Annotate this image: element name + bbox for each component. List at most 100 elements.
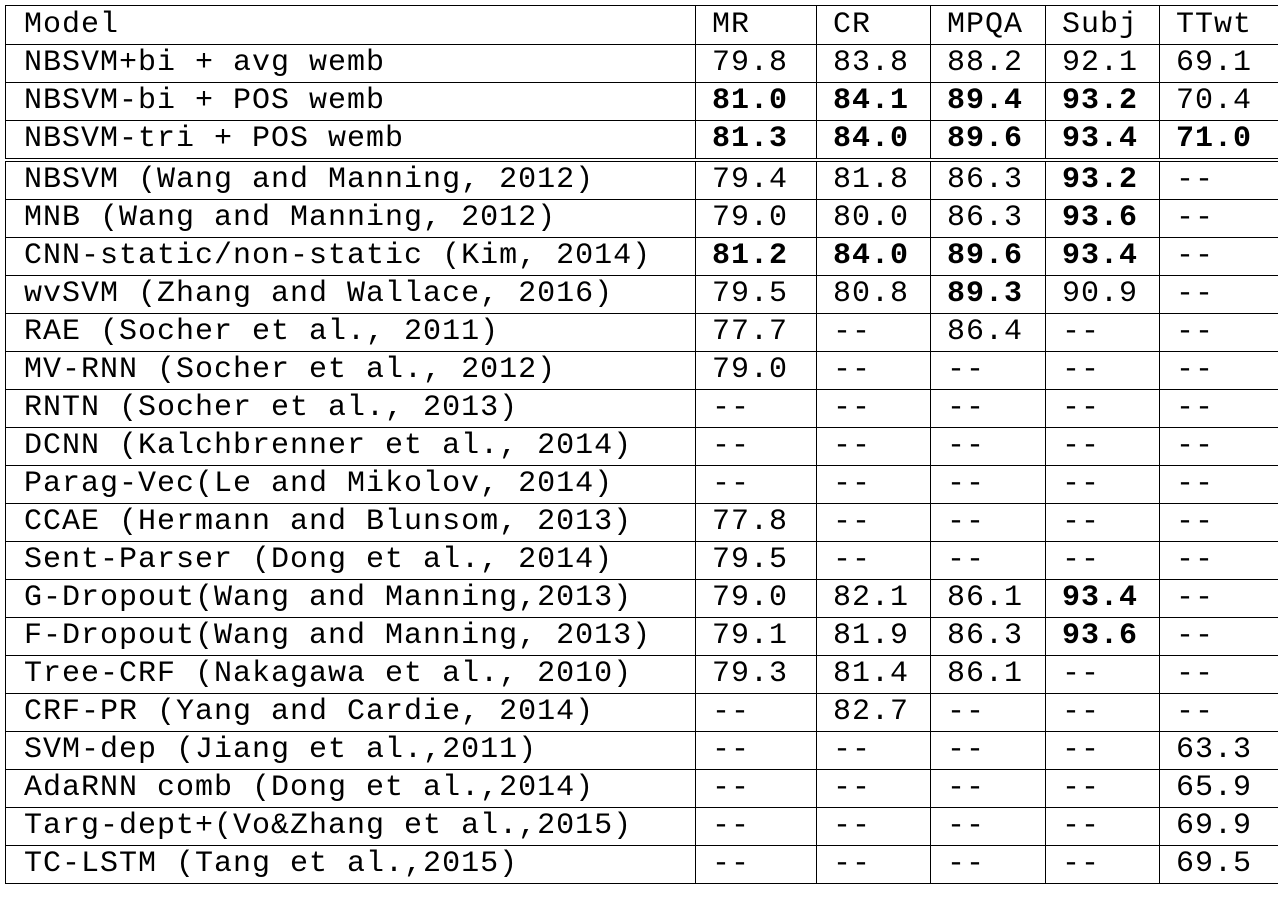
cell-mr: --: [695, 389, 817, 428]
cell-ttwt: 65.9: [1159, 769, 1278, 808]
cell-subj: --: [1045, 313, 1160, 352]
cell-subj: --: [1045, 351, 1160, 390]
cell-model: DCNN (Kalchbrenner et al., 2014): [5, 427, 696, 466]
cell-mr: --: [695, 465, 817, 504]
cell-subj: 93.6: [1045, 617, 1160, 656]
cell-subj: 90.9: [1045, 275, 1160, 314]
table-row: G-Dropout(Wang and Manning,2013) 79.0 82.1…: [5, 579, 1278, 618]
cell-cr: --: [816, 465, 931, 504]
cell-cr: --: [816, 541, 931, 580]
cell-cr: --: [816, 389, 931, 428]
cell-cr: --: [816, 313, 931, 352]
cell-subj: --: [1045, 807, 1160, 846]
cell-ttwt: --: [1159, 503, 1278, 542]
cell-model: TC-LSTM (Tang et al.,2015): [5, 845, 696, 884]
cell-mpqa: --: [930, 541, 1046, 580]
cell-mpqa: 89.4: [930, 82, 1046, 121]
cell-model: F-Dropout(Wang and Manning, 2013): [5, 617, 696, 656]
cell-cr: 84.1: [816, 82, 931, 121]
cell-model: NBSVM-bi + POS wemb: [5, 82, 696, 121]
header-mpqa: MPQA: [930, 5, 1046, 45]
header-ttwt: TTwt: [1159, 5, 1278, 45]
header-row: Model MR CR MPQA Subj TTwt: [5, 5, 1278, 45]
table-row: RAE (Socher et al., 2011) 77.7 -- 86.4 -- --: [5, 313, 1278, 352]
cell-model: Parag-Vec(Le and Mikolov, 2014): [5, 465, 696, 504]
cell-mr: --: [695, 845, 817, 884]
cell-cr: 84.0: [816, 237, 931, 276]
cell-cr: 80.0: [816, 199, 931, 238]
cell-mpqa: 89.6: [930, 237, 1046, 276]
cell-mpqa: 86.1: [930, 579, 1046, 618]
header-cr: CR: [816, 5, 931, 45]
cell-ttwt: 71.0: [1159, 120, 1278, 161]
cell-ttwt: 69.1: [1159, 44, 1278, 83]
cell-ttwt: --: [1159, 275, 1278, 314]
cell-ttwt: --: [1159, 158, 1278, 200]
cell-model: MV-RNN (Socher et al., 2012): [5, 351, 696, 390]
header-mr: MR: [695, 5, 817, 45]
table-row: NBSVM (Wang and Manning, 2012) 79.4 81.8 86…: [5, 158, 1278, 200]
cell-cr: 82.1: [816, 579, 931, 618]
table-row: AdaRNN comb (Dong et al.,2014) -- -- -- -- 65…: [5, 769, 1278, 808]
cell-model: CRF-PR (Yang and Cardie, 2014): [5, 693, 696, 732]
cell-mpqa: 86.4: [930, 313, 1046, 352]
table-row: RNTN (Socher et al., 2013) -- -- -- -- --: [5, 389, 1278, 428]
cell-mpqa: 86.1: [930, 655, 1046, 694]
cell-model: NBSVM+bi + avg wemb: [5, 44, 696, 83]
cell-mpqa: 89.3: [930, 275, 1046, 314]
cell-mpqa: --: [930, 351, 1046, 390]
cell-mr: --: [695, 427, 817, 466]
table-row: NBSVM-tri + POS wemb 81.3 84.0 89.6 93.4 71.0: [5, 120, 1278, 161]
cell-mr: 81.3: [695, 120, 817, 161]
table-row: CNN-static/non-static (Kim, 2014) 81.2 84.…: [5, 237, 1278, 276]
cell-ttwt: 63.3: [1159, 731, 1278, 770]
cell-ttwt: --: [1159, 313, 1278, 352]
cell-subj: --: [1045, 541, 1160, 580]
table-body: NBSVM+bi + avg wemb 79.8 83.8 88.2 92.1 69.1 N…: [5, 44, 1278, 884]
cell-cr: 80.8: [816, 275, 931, 314]
cell-model: AdaRNN comb (Dong et al.,2014): [5, 769, 696, 808]
cell-cr: --: [816, 427, 931, 466]
cell-model: CNN-static/non-static (Kim, 2014): [5, 237, 696, 276]
cell-mr: 79.0: [695, 199, 817, 238]
cell-mpqa: 88.2: [930, 44, 1046, 83]
cell-mpqa: --: [930, 427, 1046, 466]
cell-mpqa: 86.3: [930, 617, 1046, 656]
table-row: Tree-CRF (Nakagawa et al., 2010) 79.3 81.4…: [5, 655, 1278, 694]
cell-mpqa: --: [930, 693, 1046, 732]
header-model: Model: [5, 5, 696, 45]
cell-mpqa: 86.3: [930, 158, 1046, 200]
cell-mpqa: --: [930, 731, 1046, 770]
table-row: MNB (Wang and Manning, 2012) 79.0 80.0 86.3…: [5, 199, 1278, 238]
table-row: TC-LSTM (Tang et al.,2015) -- -- -- -- 69.5: [5, 845, 1278, 884]
cell-subj: --: [1045, 731, 1160, 770]
cell-subj: 92.1: [1045, 44, 1160, 83]
cell-subj: --: [1045, 655, 1160, 694]
cell-ttwt: --: [1159, 199, 1278, 238]
cell-mpqa: 86.3: [930, 199, 1046, 238]
cell-mr: 79.0: [695, 351, 817, 390]
cell-subj: --: [1045, 427, 1160, 466]
cell-ttwt: --: [1159, 351, 1278, 390]
cell-mr: 79.5: [695, 541, 817, 580]
table-row: wvSVM (Zhang and Wallace, 2016) 79.5 80.8 8…: [5, 275, 1278, 314]
table-row: NBSVM+bi + avg wemb 79.8 83.8 88.2 92.1 69.1: [5, 44, 1278, 83]
cell-mr: --: [695, 693, 817, 732]
cell-model: Sent-Parser (Dong et al., 2014): [5, 541, 696, 580]
cell-model: MNB (Wang and Manning, 2012): [5, 199, 696, 238]
cell-ttwt: 69.5: [1159, 845, 1278, 884]
cell-ttwt: --: [1159, 389, 1278, 428]
cell-subj: 93.4: [1045, 120, 1160, 161]
cell-cr: --: [816, 807, 931, 846]
cell-subj: --: [1045, 693, 1160, 732]
cell-mr: 77.8: [695, 503, 817, 542]
cell-cr: 81.8: [816, 158, 931, 200]
cell-subj: 93.6: [1045, 199, 1160, 238]
cell-model: NBSVM (Wang and Manning, 2012): [5, 158, 696, 200]
cell-model: SVM-dep (Jiang et al.,2011): [5, 731, 696, 770]
cell-mpqa: 89.6: [930, 120, 1046, 161]
cell-mpqa: --: [930, 807, 1046, 846]
cell-mr: 81.2: [695, 237, 817, 276]
cell-ttwt: --: [1159, 465, 1278, 504]
cell-cr: --: [816, 769, 931, 808]
